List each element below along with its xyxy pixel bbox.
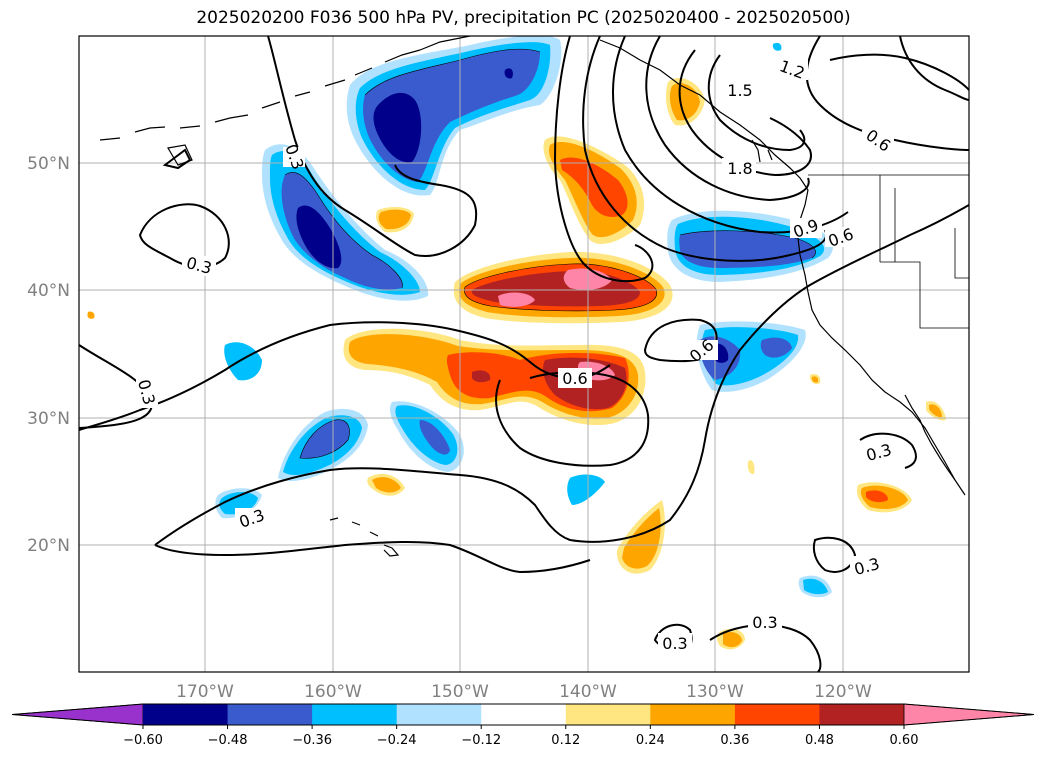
negative-pc-field-north: [346, 36, 562, 196]
colorbar-tick-label: 0.36: [720, 733, 749, 748]
lon-label-130w: 130°W: [686, 682, 744, 702]
colorbar-extend-min: [11, 703, 144, 726]
colorbar-tick-label: 0.48: [805, 733, 834, 748]
colorbar-segment: [312, 704, 398, 725]
latitude-labels: 50°N 40°N 30°N 20°N: [27, 154, 70, 556]
colorbar-tick-label: −0.60: [123, 733, 163, 748]
lon-label-150w: 150°W: [431, 682, 489, 702]
colorbar-segment: [481, 704, 567, 725]
lon-label-120w: 120°W: [814, 682, 872, 702]
colorbar-tick-label: −0.24: [377, 733, 417, 748]
colorbar-tick-label: 0.12: [551, 733, 580, 748]
map-panel: 0.3 0.3 0.3 0.3 1.2 1.5 1.8 0.6 0.9 0.6: [78, 35, 970, 673]
colorbar-tick-label: −0.48: [208, 733, 248, 748]
longitude-labels: 170°W 160°W 150°W 140°W 130°W 120°W: [176, 682, 872, 702]
colorbar-tick-label: −0.12: [461, 733, 501, 748]
lat-label-50n: 50°N: [27, 154, 70, 174]
colorbar: −0.60 −0.48 −0.36 −0.24 −0.12 0.12 0.24 0.36 0.4…: [11, 703, 1035, 748]
colorbar-segment: [143, 704, 229, 725]
lon-label-160w: 160°W: [304, 682, 362, 702]
colorbar-segment: [565, 704, 651, 725]
colorbar-segment: [650, 704, 736, 725]
lon-label-170w: 170°W: [176, 682, 234, 702]
contour-labels: 0.3 0.3 0.3 0.3 1.2 1.5 1.8 0.6 0.9 0.6: [134, 56, 896, 653]
lat-label-20n: 20°N: [27, 536, 70, 556]
colorbar-segment: [734, 704, 820, 725]
contour-label: 1.5: [727, 81, 752, 100]
lat-label-40n: 40°N: [27, 281, 70, 301]
contour-label: 0.6: [562, 369, 587, 388]
political-borders: [808, 174, 969, 329]
graticule: [79, 36, 969, 672]
colorbar-segment: [396, 704, 482, 725]
colorbar-tick-label: 0.24: [636, 733, 665, 748]
colorbar-tick-label: −0.36: [292, 733, 332, 748]
colorbar-segment: [227, 704, 313, 725]
colorbar-tick-label: 0.60: [890, 733, 919, 748]
map-frame: [78, 35, 970, 673]
contour-label: 1.8: [727, 159, 752, 178]
lat-label-30n: 30°N: [27, 409, 70, 429]
negative-pc-field-west: [262, 144, 429, 301]
map-title: 2025020200 F036 500 hPa PV, precipitatio…: [196, 8, 851, 28]
contour-label: 0.3: [752, 613, 777, 632]
colorbar-segment: [819, 704, 905, 725]
contour-label: 0.3: [662, 634, 687, 653]
colorbar-extend-max: [903, 703, 1035, 726]
lon-label-140w: 140°W: [559, 682, 617, 702]
